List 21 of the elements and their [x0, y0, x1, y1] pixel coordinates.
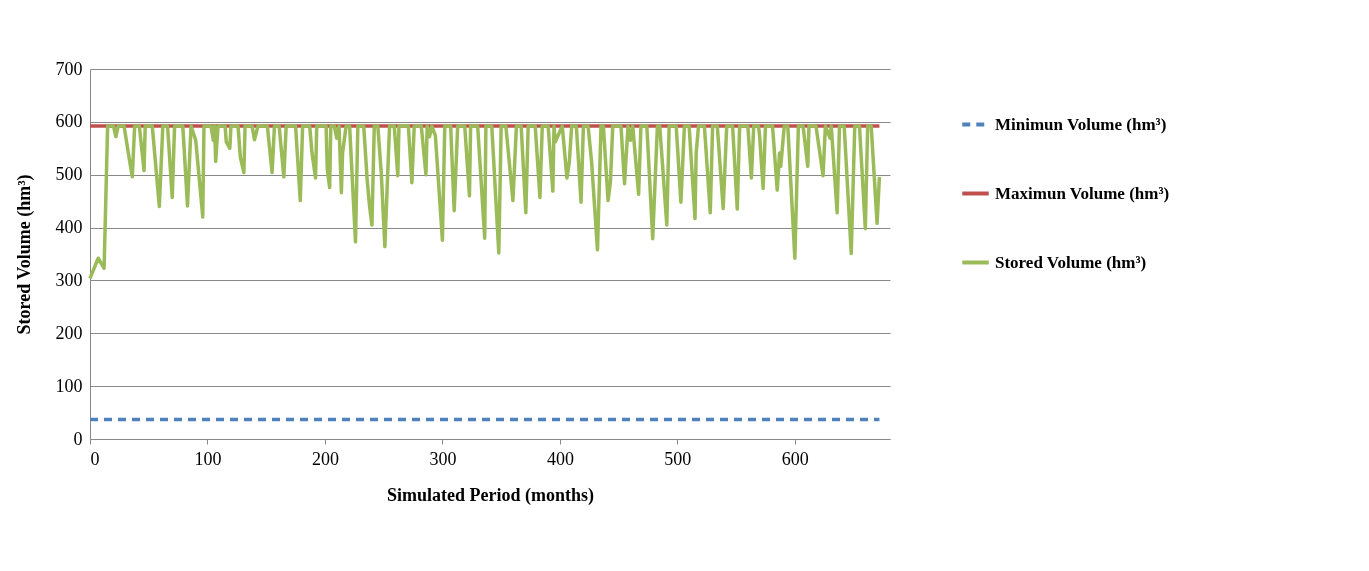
y-tick-label: 500	[55, 164, 83, 185]
legend-label: Minimun Volume (hm³)	[995, 114, 1167, 134]
y-tick-label: 600	[55, 111, 83, 132]
x-tick-label: 300	[429, 448, 457, 469]
y-tick-label: 400	[55, 217, 83, 238]
x-tick-label: 500	[664, 448, 692, 469]
legend-label: Maximun Volume (hm³)	[995, 183, 1170, 203]
x-tick-label: 100	[194, 448, 222, 469]
x-tick-label: 200	[311, 448, 339, 469]
line-series	[88, 124, 882, 281]
x-tick-label: 600	[781, 448, 809, 469]
y-tick-label: 0	[73, 428, 83, 449]
x-axis-title: Simulated Period (months)	[387, 484, 595, 506]
y-axis-title: Stored Volume (hm³)	[13, 174, 35, 335]
y-tick-label: 300	[55, 269, 83, 290]
x-tick-label: 400	[546, 448, 574, 469]
legend-label: Stored Volume (hm³)	[995, 252, 1147, 272]
y-tick-label: 100	[55, 375, 83, 396]
y-tick-label: 200	[55, 322, 83, 343]
y-tick-label: 700	[55, 58, 83, 79]
x-tick-label: 0	[90, 448, 100, 469]
